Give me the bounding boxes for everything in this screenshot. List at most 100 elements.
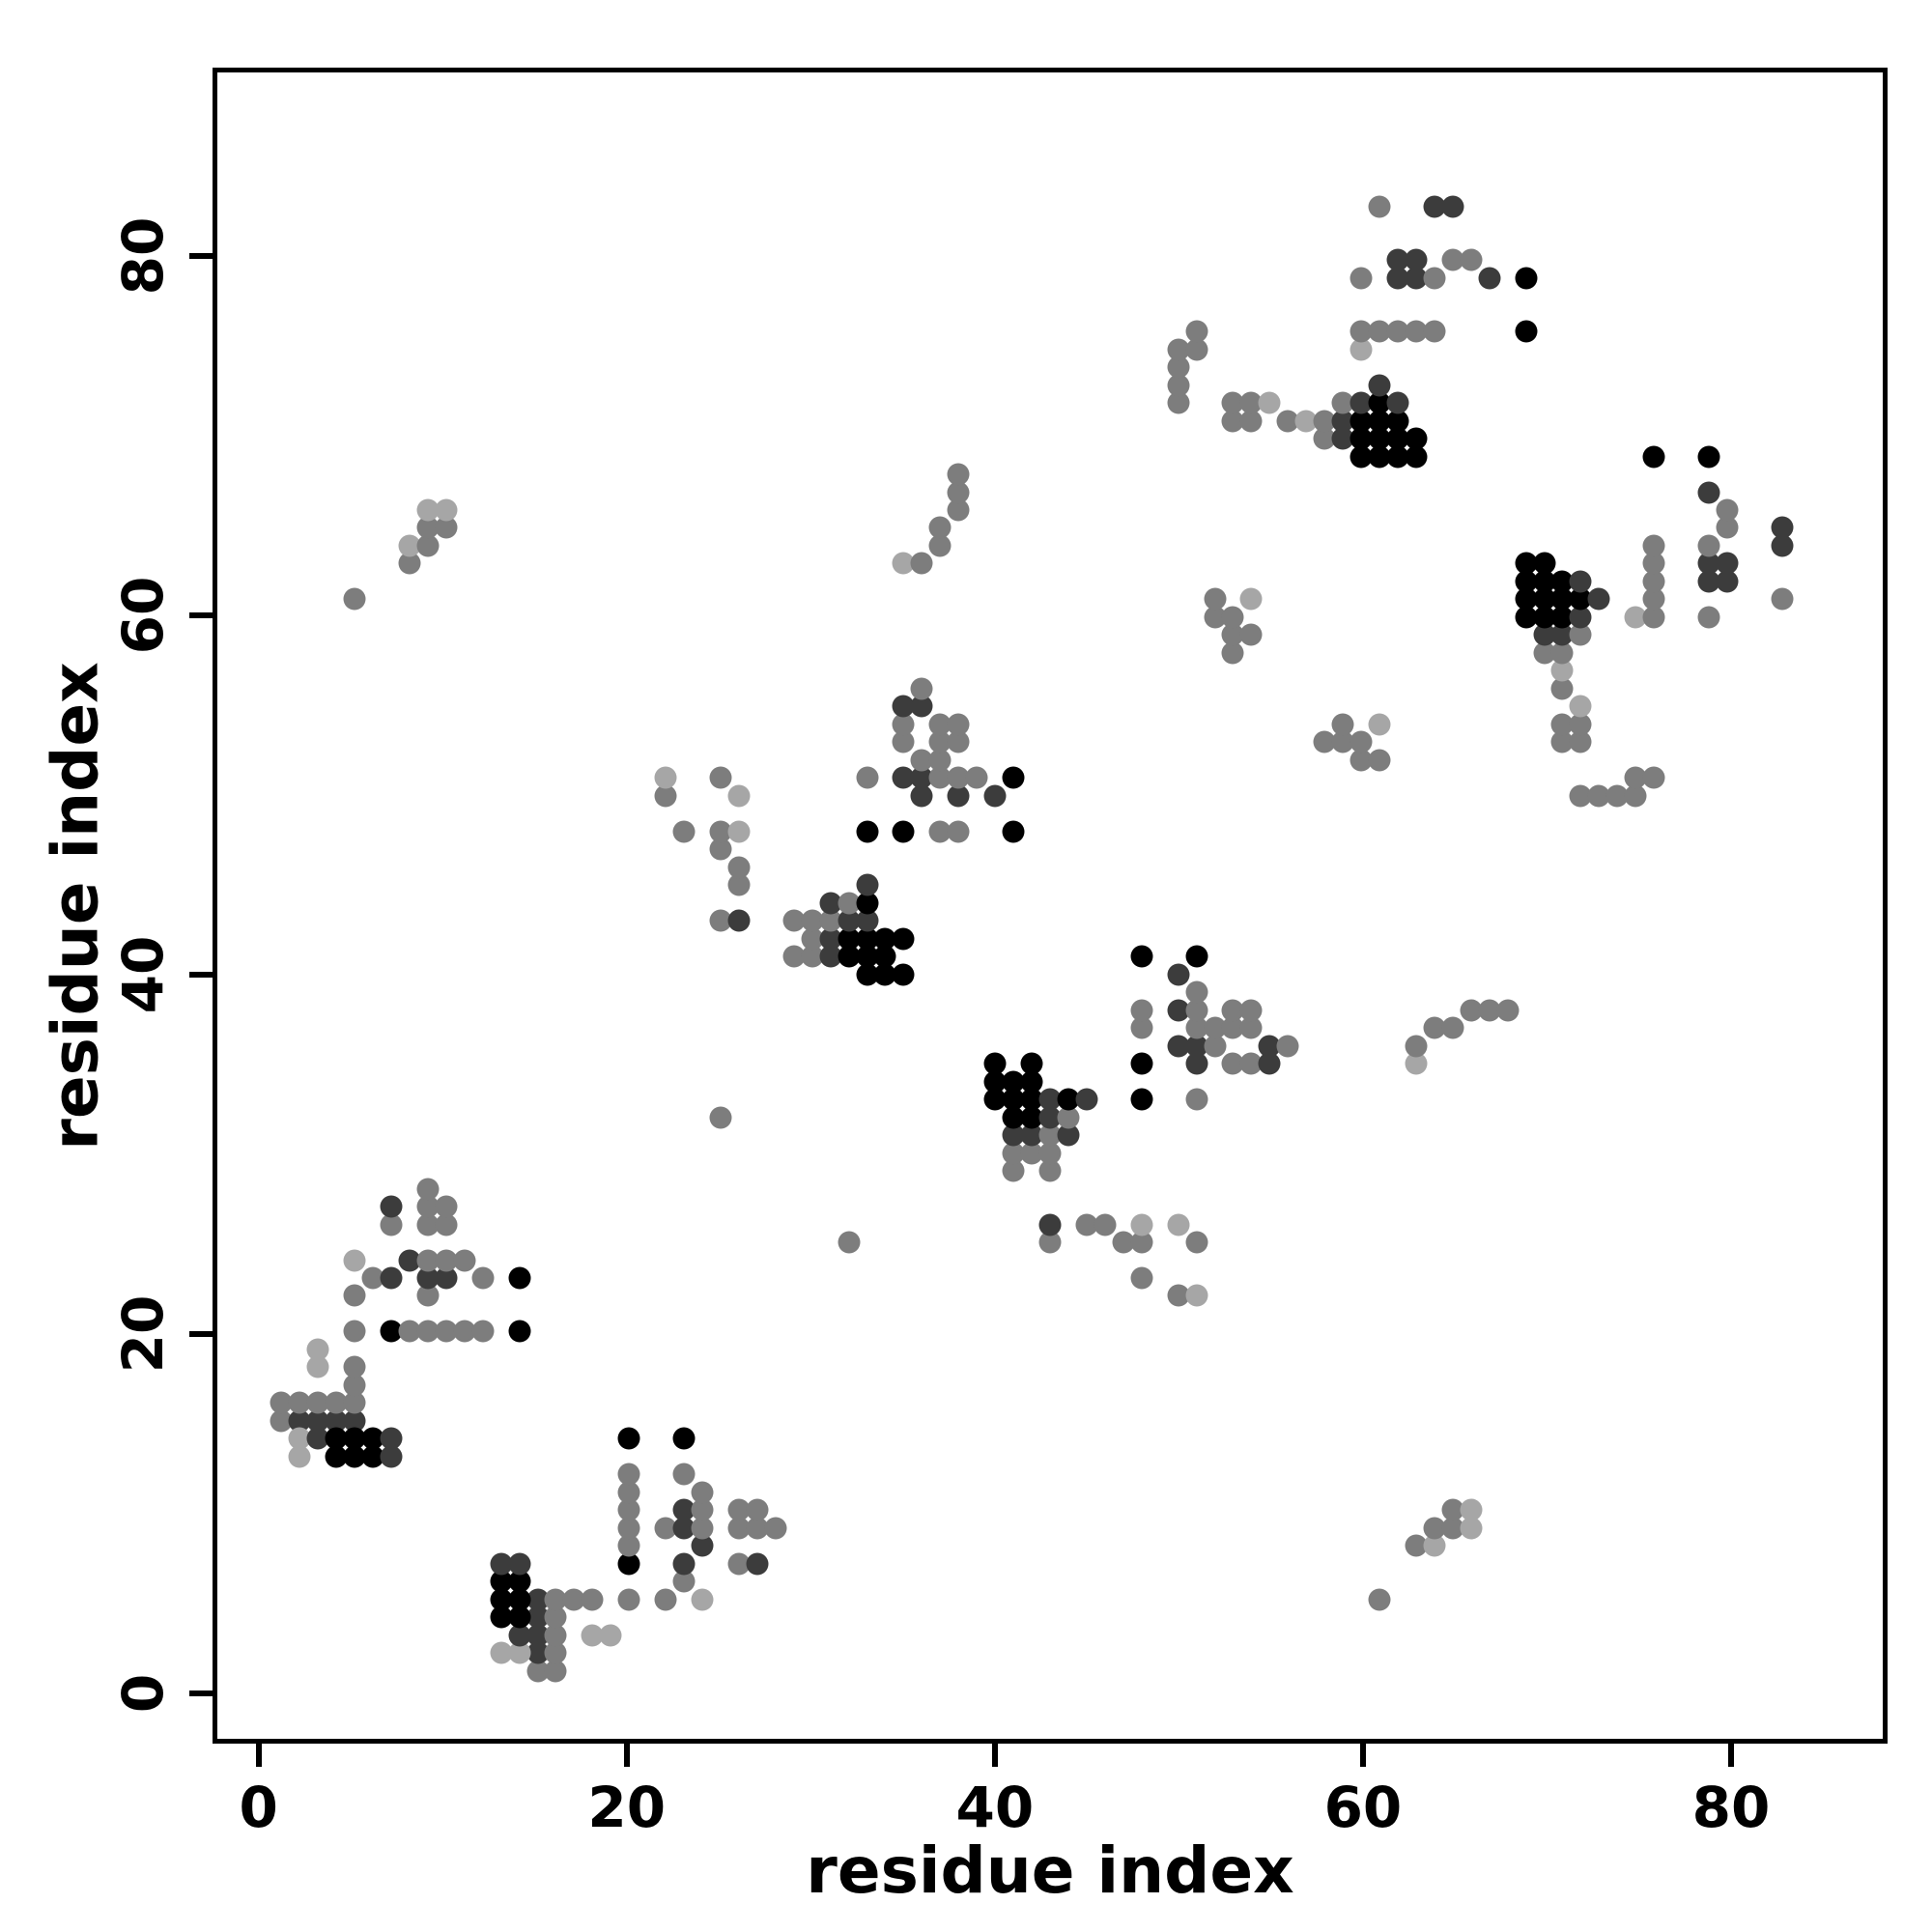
contact-point (1460, 1498, 1483, 1521)
contact-point (910, 695, 933, 718)
contact-point (288, 1409, 311, 1433)
contact-point (1221, 606, 1244, 629)
contact-point (947, 713, 970, 736)
contact-point (1167, 355, 1190, 379)
contact-point (325, 1409, 348, 1433)
contact-point (801, 909, 824, 932)
x-axis-tick (255, 1744, 262, 1767)
contact-point (1221, 1016, 1244, 1039)
contact-point (1460, 1517, 1483, 1540)
contact-point (1569, 587, 1592, 611)
contact-point (947, 463, 970, 486)
contact-point (1313, 730, 1336, 753)
contact-point (1130, 1016, 1153, 1039)
contact-point (1276, 1035, 1299, 1058)
contact-point (398, 534, 421, 557)
contact-point (727, 1517, 751, 1540)
contact-point (1441, 1498, 1464, 1521)
contact-point (983, 1088, 1007, 1111)
contact-point (1313, 427, 1336, 450)
contact-point (1405, 445, 1428, 469)
contact-point (435, 1320, 458, 1343)
contact-point (508, 1641, 531, 1664)
contact-point (1642, 534, 1665, 557)
x-tick-label: 0 (239, 1775, 278, 1840)
contact-point (892, 730, 915, 753)
contact-point (1771, 534, 1794, 557)
contact-point (801, 927, 824, 951)
contact-point (672, 1498, 696, 1521)
contact-point (1771, 587, 1794, 611)
contact-point (1185, 338, 1208, 361)
contact-point (1386, 427, 1409, 450)
contact-point (1624, 766, 1647, 789)
x-tick-label: 20 (587, 1775, 667, 1840)
contact-point (983, 784, 1007, 808)
contact-point (928, 516, 952, 539)
contact-point (1550, 606, 1574, 629)
contact-point (727, 909, 751, 932)
contact-point (380, 1213, 403, 1236)
y-axis-tick (189, 612, 213, 619)
contact-point (873, 927, 896, 951)
contact-point (727, 856, 751, 879)
contact-point (1221, 1052, 1244, 1075)
contact-point (1020, 1052, 1043, 1075)
contact-point (544, 1624, 567, 1647)
contact-point (1386, 248, 1409, 271)
contact-point (746, 1517, 769, 1540)
contact-point (1350, 267, 1373, 290)
contact-point (617, 1427, 640, 1450)
contact-point (1167, 1035, 1190, 1058)
contact-point (1405, 320, 1428, 343)
contact-point (1350, 391, 1373, 414)
contact-point (1185, 980, 1208, 1004)
contact-point (1239, 587, 1263, 611)
contact-point (1386, 410, 1409, 433)
contact-point (416, 1195, 440, 1218)
contact-point (910, 552, 933, 575)
contact-point (1350, 320, 1373, 343)
contact-point (1185, 1052, 1208, 1075)
x-axis-tick (623, 1744, 630, 1767)
contact-point (910, 677, 933, 700)
contact-point (1002, 1123, 1025, 1147)
contact-point (892, 766, 915, 789)
contact-point (453, 1320, 476, 1343)
contact-point (617, 1498, 640, 1521)
contact-point (1405, 1035, 1428, 1058)
contact-point (1239, 410, 1263, 433)
contact-point (1112, 1231, 1135, 1254)
contact-point (380, 1195, 403, 1218)
contact-point (709, 909, 732, 932)
contact-point (1185, 1231, 1208, 1254)
contact-point (1038, 1123, 1062, 1147)
contact-point (1441, 195, 1464, 218)
contact-point (1075, 1213, 1098, 1236)
contact-point (599, 1624, 622, 1647)
contact-point (1313, 410, 1336, 433)
contact-point (928, 820, 952, 843)
contact-point (1331, 713, 1354, 736)
x-axis-title: residue index (806, 1833, 1294, 1908)
contact-point (544, 1660, 567, 1683)
contact-point (1185, 945, 1208, 968)
contact-point (947, 784, 970, 808)
contact-point (1002, 1142, 1025, 1165)
contact-point (1441, 1016, 1464, 1039)
y-axis-tick (189, 1331, 213, 1337)
contact-point (691, 1498, 714, 1521)
contact-point (1697, 570, 1720, 593)
contact-point (1350, 730, 1373, 753)
contact-point (1533, 623, 1556, 646)
contact-point (1368, 391, 1391, 414)
contact-point (1642, 587, 1665, 611)
contact-point (1130, 945, 1153, 968)
contact-point (1423, 1534, 1446, 1557)
contact-point (1569, 784, 1592, 808)
contact-point (910, 784, 933, 808)
contact-point (1002, 820, 1025, 843)
contact-point (1167, 1284, 1190, 1307)
contact-point (1550, 659, 1574, 682)
contact-point (526, 1641, 550, 1664)
